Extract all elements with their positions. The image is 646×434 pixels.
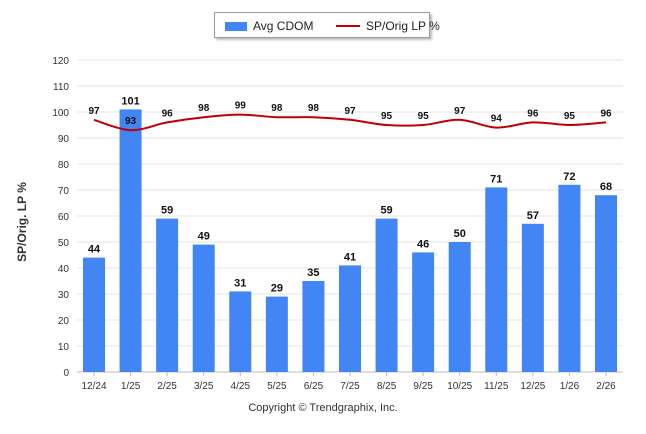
bar-value-label: 68 [600, 181, 612, 193]
bar-value-label: 59 [161, 205, 173, 217]
x-tick-label: 2/26 [596, 381, 616, 392]
bar [412, 252, 435, 372]
bar-value-label: 49 [198, 231, 210, 243]
line-value-label: 96 [600, 108, 612, 119]
line-value-label: 98 [308, 103, 320, 114]
y-tick-label: 110 [53, 82, 69, 93]
line-value-label: 95 [381, 111, 393, 122]
y-tick-label: 70 [58, 186, 70, 197]
x-tick-label: 12/24 [81, 381, 106, 392]
bar-value-label: 44 [88, 244, 101, 256]
bar-value-label: 46 [417, 238, 429, 250]
line-value-label: 93 [125, 116, 137, 127]
line-value-label: 97 [344, 106, 356, 117]
x-tick-label: 8/25 [377, 381, 397, 392]
bar-series [83, 109, 617, 373]
bar-value-label: 59 [380, 205, 392, 217]
x-tick-label: 7/25 [340, 381, 360, 392]
x-tick-label: 4/25 [231, 381, 251, 392]
y-tick-label: 50 [58, 238, 70, 249]
bar [521, 223, 544, 372]
legend-line-label: SP/Orig LP % [366, 19, 440, 33]
bar-value-label: 29 [271, 283, 283, 295]
line-value-label: 99 [235, 101, 247, 112]
line-value-label: 95 [564, 111, 576, 122]
x-tick-label: 5/25 [267, 381, 287, 392]
bar [448, 242, 471, 372]
bar [375, 218, 398, 372]
y-axis: 0 10 20 30 40 50 60 70 80 90 100 110 120 [52, 56, 69, 379]
y-tick-label: 20 [58, 316, 70, 327]
y-tick-label: 120 [52, 56, 69, 67]
bar [229, 291, 252, 372]
bar [83, 257, 105, 372]
legend: Avg CDOM SP/Orig LP % [214, 12, 440, 38]
y-tick-label: 100 [52, 108, 69, 119]
legend-bar-label: Avg CDOM [253, 19, 314, 33]
line-value-label: 95 [418, 111, 430, 122]
line-path [93, 113, 607, 132]
y-tick-label: 10 [58, 342, 70, 353]
line-series [93, 113, 607, 132]
x-tick-label: 9/25 [413, 381, 433, 392]
y-tick-label: 40 [58, 264, 70, 275]
y-tick-label: 90 [58, 134, 70, 145]
line-value-label: 97 [454, 106, 466, 117]
legend-line-swatch [336, 25, 360, 27]
bar-value-label: 41 [344, 251, 356, 263]
y-tick-label: 80 [58, 160, 70, 171]
line-data-labels: 97 93 96 98 99 98 98 97 95 95 97 94 96 95 96 [88, 101, 612, 128]
x-tick-label: 10/25 [447, 381, 472, 392]
bar [558, 184, 581, 372]
bar-value-label: 71 [490, 173, 502, 185]
line-value-label: 96 [527, 108, 539, 119]
x-tick-label: 2/25 [157, 381, 177, 392]
bar [302, 281, 325, 372]
bar-value-label: 72 [563, 171, 575, 183]
bar-value-label: 35 [307, 267, 319, 279]
bar-value-label: 31 [234, 277, 246, 289]
copyright-footer: Copyright © Trendgraphix, Inc. [248, 402, 398, 414]
line-value-label: 94 [491, 114, 503, 125]
x-tick-label: 12/25 [520, 381, 545, 392]
line-value-label: 98 [271, 103, 283, 114]
bar [192, 244, 215, 372]
y-tick-label: 60 [58, 212, 70, 223]
bar [119, 109, 142, 373]
x-axis: 12/24 1/25 2/25 3/25 4/25 5/25 6/25 7/25 8/25 9/2… [81, 372, 616, 392]
bar-value-label: 101 [121, 95, 139, 107]
x-tick-label: 11/25 [484, 381, 509, 392]
y-tick-label: 30 [58, 290, 70, 301]
x-tick-label: 1/25 [121, 381, 141, 392]
x-tick-label: 6/25 [304, 381, 324, 392]
legend-bar-swatch [225, 22, 247, 31]
x-tick-label: 1/26 [560, 381, 580, 392]
bar-value-label: 57 [527, 210, 539, 222]
bar [265, 296, 288, 372]
line-value-label: 97 [88, 106, 100, 117]
bar [156, 218, 179, 372]
line-value-label: 98 [198, 103, 210, 114]
bar [339, 265, 361, 372]
line-value-label: 96 [162, 108, 174, 119]
y-tick-label: 0 [63, 368, 69, 379]
bar-value-label: 50 [454, 228, 466, 240]
x-tick-label: 3/25 [194, 381, 214, 392]
bar [595, 195, 617, 372]
bar [485, 187, 508, 372]
bar-data-labels: 44 101 59 49 31 29 35 41 59 46 50 71 57 72 68 [88, 95, 612, 294]
y-axis-title: SP/Orig. LP % [15, 182, 29, 262]
